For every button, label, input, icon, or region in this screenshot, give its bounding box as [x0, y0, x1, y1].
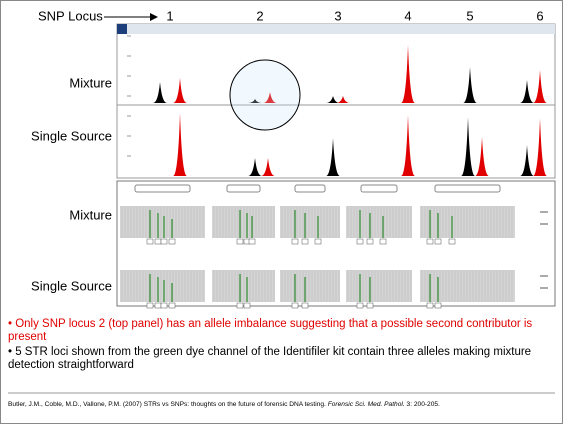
panel-icon	[117, 24, 127, 34]
locus-header	[295, 185, 325, 192]
locus-header	[435, 185, 500, 192]
allele-box	[427, 303, 433, 308]
locus-header	[227, 185, 260, 192]
allele-box	[302, 239, 308, 244]
allele-box	[169, 303, 175, 308]
allele-box	[155, 239, 161, 244]
allele-box	[302, 303, 308, 308]
row-label: Single Source	[31, 278, 112, 293]
slide: SNP Locus 1 2 3 4 5 6 Mixture Single Source M…	[0, 0, 563, 424]
allele-box	[435, 303, 441, 308]
allele-box	[449, 239, 455, 244]
allele-box	[244, 303, 250, 308]
allele-box	[161, 303, 167, 308]
gray-band	[120, 270, 205, 302]
citation-journal: Forensic Sci. Med. Pathol.	[328, 401, 405, 408]
locus-header	[361, 185, 397, 192]
locus-header	[135, 185, 190, 192]
arrow-head	[150, 13, 158, 21]
citation-authors: Butler, J.M., Coble, M.D., Vallone, P.M.…	[8, 401, 326, 408]
bullet: • 5 STR loci shown from the green dye ch…	[8, 346, 556, 372]
allele-box	[147, 239, 153, 244]
row-label: Single Source	[31, 128, 112, 143]
gray-band	[120, 206, 205, 238]
bullet: • Only SNP locus 2 (top panel) has an al…	[8, 318, 556, 344]
allele-box	[380, 239, 386, 244]
allele-box	[292, 303, 298, 308]
allele-box	[161, 239, 167, 244]
row-label: Mixture	[69, 75, 112, 90]
allele-box	[237, 303, 243, 308]
gray-band	[212, 206, 275, 238]
locus-number: 2	[256, 8, 263, 23]
allele-box	[169, 239, 175, 244]
locus-number: 6	[536, 8, 543, 23]
locus-number: 4	[404, 8, 411, 23]
snp-locus-label: SNP Locus	[38, 8, 103, 23]
allele-box	[292, 239, 298, 244]
citation: Butler, J.M., Coble, M.D., Vallone, P.M.…	[8, 401, 440, 408]
allele-box	[315, 239, 321, 244]
allele-box	[435, 239, 441, 244]
locus-number: 3	[334, 8, 341, 23]
allele-box	[357, 303, 363, 308]
gray-band	[212, 270, 275, 302]
allele-box	[155, 303, 161, 308]
gray-band	[280, 270, 340, 302]
gray-band	[280, 206, 340, 238]
allele-box	[237, 239, 243, 244]
row-label: Mixture	[69, 207, 112, 222]
citation-rest: 3: 200-205.	[407, 401, 440, 408]
highlight-circle	[230, 60, 300, 130]
allele-box	[357, 239, 363, 244]
locus-number: 5	[466, 8, 473, 23]
allele-box	[367, 239, 373, 244]
allele-box	[249, 239, 255, 244]
allele-box	[147, 303, 153, 308]
snp-header-strip	[117, 24, 555, 34]
allele-box	[427, 239, 433, 244]
locus-number: 1	[166, 8, 173, 23]
allele-box	[367, 303, 373, 308]
